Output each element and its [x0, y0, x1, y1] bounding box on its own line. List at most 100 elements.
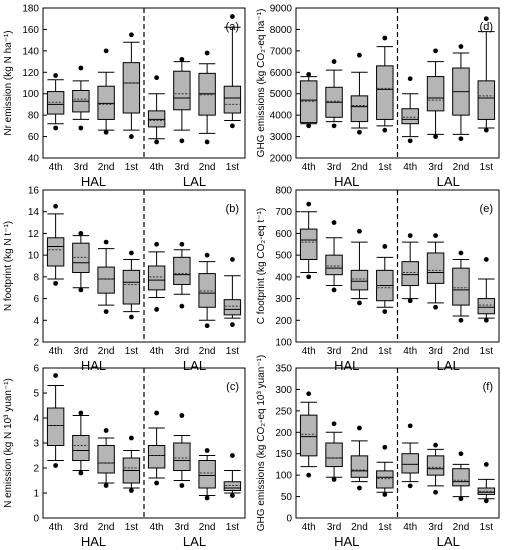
- y-tick-label: 4: [33, 414, 39, 425]
- x-tick-label: 1st: [226, 346, 240, 357]
- y-tick-label: 7000: [270, 46, 293, 57]
- y-tick-label: 6000: [270, 68, 293, 79]
- box-lal-2nd: [452, 451, 470, 502]
- x-tick-label: 3rd: [175, 346, 189, 357]
- box-iqr: [198, 273, 216, 308]
- x-tick-label: 2nd: [199, 162, 216, 173]
- box-hal-2nd: [97, 428, 115, 488]
- box-lal-4th: [401, 76, 419, 144]
- x-tick-label: 3rd: [428, 522, 442, 533]
- outlier-point: [204, 448, 210, 453]
- outlier-point: [357, 52, 362, 58]
- outlier-point: [128, 314, 134, 320]
- y-tick-label: 150: [275, 449, 292, 460]
- box-hal-4th: [46, 73, 65, 131]
- outlier-point: [103, 48, 109, 54]
- x-tick-label: 4th: [403, 522, 417, 533]
- panel-letter: (e): [480, 203, 493, 215]
- group-label-lal: LAL: [437, 534, 460, 549]
- y-tick-label: 180: [22, 4, 39, 15]
- x-tick-label: 2nd: [98, 522, 115, 533]
- x-tick-label: 3rd: [74, 162, 88, 173]
- outlier-point: [154, 307, 160, 312]
- x-tick-label: 2nd: [98, 162, 115, 173]
- box-hal-3rd: [325, 59, 343, 129]
- y-tick-label: 700: [275, 207, 292, 218]
- box-lal-3rd: [426, 442, 445, 495]
- outlier-point: [179, 413, 185, 418]
- outlier-point: [103, 239, 109, 245]
- box-iqr: [325, 254, 343, 276]
- outlier-point: [154, 139, 160, 145]
- outlier-point: [306, 72, 312, 77]
- box-iqr: [97, 85, 115, 120]
- group-label-hal: HAL: [334, 534, 359, 549]
- box-iqr: [452, 468, 470, 487]
- y-tick-label: 100: [22, 89, 39, 100]
- group-label-hal: HAL: [334, 174, 359, 189]
- outlier-point: [407, 138, 413, 144]
- box-hal-1st: [376, 35, 394, 133]
- box-iqr: [223, 85, 242, 114]
- box-hal-4th: [299, 201, 318, 280]
- box-iqr: [299, 80, 318, 124]
- outlier-point: [483, 462, 489, 467]
- box-lal-1st: [477, 16, 496, 133]
- y-tick-label: 1: [33, 489, 39, 500]
- outlier-point: [458, 496, 464, 502]
- outlier-point: [154, 75, 160, 81]
- x-tick-label: 1st: [125, 522, 139, 533]
- box-iqr: [477, 298, 496, 315]
- outlier-point: [154, 480, 160, 486]
- outlier-point: [229, 493, 235, 498]
- outlier-point: [179, 241, 185, 247]
- outlier-point: [433, 489, 438, 495]
- y-tick-label: 300: [275, 294, 292, 305]
- x-tick-label: 4th: [403, 346, 417, 357]
- panel-f: 0 50 100 150 200 250 300 350 4th 3rd 2nd 1st 4th 3rd 2…: [256, 355, 500, 549]
- x-tick-label: 1st: [226, 162, 240, 173]
- outlier-point: [103, 309, 109, 314]
- outlier-point: [78, 470, 84, 476]
- group-label-lal: LAL: [183, 174, 206, 189]
- box-lal-1st: [477, 257, 496, 323]
- box-hal-2nd: [97, 48, 115, 135]
- y-tick-label: 8: [33, 272, 39, 283]
- outlier-point: [103, 483, 109, 488]
- group-label-hal: HAL: [81, 358, 106, 373]
- box-iqr: [198, 460, 216, 489]
- box-iqr: [198, 72, 216, 116]
- outlier-point: [78, 65, 84, 71]
- x-tick-label: 1st: [378, 346, 392, 357]
- box-lal-2nd: [198, 252, 216, 329]
- outlier-point: [229, 453, 235, 458]
- outlier-point: [103, 428, 109, 433]
- y-tick-label: 12: [28, 229, 40, 240]
- x-tick-label: 2nd: [351, 162, 368, 173]
- outlier-point: [128, 32, 134, 38]
- box-iqr: [426, 76, 445, 112]
- box-iqr: [376, 470, 394, 489]
- x-tick-label: 4th: [302, 162, 316, 173]
- box-iqr: [97, 445, 115, 474]
- outlier-point: [331, 123, 337, 129]
- outlier-point: [229, 322, 235, 328]
- box-iqr: [376, 65, 394, 120]
- box-lal-1st: [223, 14, 242, 129]
- x-tick-label: 4th: [49, 522, 63, 533]
- x-tick-label: 2nd: [199, 522, 216, 533]
- x-tick-label: 3rd: [428, 346, 442, 357]
- box-lal-3rd: [173, 413, 191, 488]
- outlier-point: [458, 451, 464, 457]
- group-label-lal: LAL: [183, 358, 206, 373]
- outlier-point: [407, 423, 413, 429]
- y-tick-label: 400: [275, 272, 292, 283]
- box-iqr: [223, 299, 242, 316]
- box-iqr: [97, 266, 115, 294]
- outlier-point: [53, 125, 59, 131]
- box-lal-4th: [147, 75, 166, 145]
- box-iqr: [350, 95, 369, 123]
- x-tick-label: 4th: [403, 162, 417, 173]
- box-iqr: [452, 267, 470, 306]
- group-label-lal: LAL: [437, 174, 460, 189]
